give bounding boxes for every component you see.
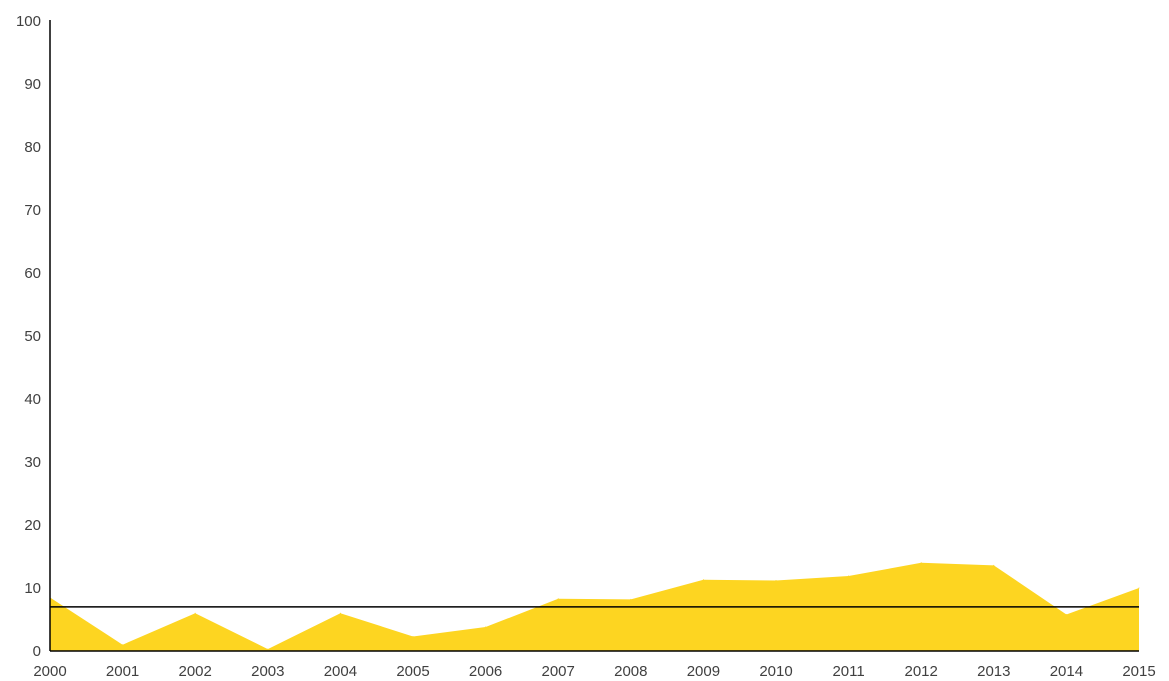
x-tick-label-2015: 2015 xyxy=(1122,663,1155,680)
y-tick-label-30: 30 xyxy=(24,454,41,471)
area-point-2008 xyxy=(630,598,632,600)
x-tick-label-2014: 2014 xyxy=(1050,663,1083,680)
y-tick-label-0: 0 xyxy=(33,643,41,660)
area-point-2003 xyxy=(267,648,269,650)
x-tick-label-2009: 2009 xyxy=(687,663,720,680)
area-point-2013 xyxy=(993,564,995,566)
area-point-2004 xyxy=(339,612,341,614)
area-point-2009 xyxy=(702,579,704,581)
y-tick-label-80: 80 xyxy=(24,139,41,156)
x-tick-label-2011: 2011 xyxy=(832,663,864,680)
area-point-2006 xyxy=(485,626,487,628)
y-tick-label-10: 10 xyxy=(24,580,41,597)
y-tick-label-70: 70 xyxy=(24,202,41,219)
y-tick-label-100: 100 xyxy=(16,13,41,30)
x-tick-label-2001: 2001 xyxy=(106,663,139,680)
area-point-2007 xyxy=(557,598,559,600)
area-point-2002 xyxy=(194,612,196,614)
area-point-2011 xyxy=(848,575,850,577)
y-tick-label-20: 20 xyxy=(24,517,41,534)
x-tick-label-2008: 2008 xyxy=(614,663,647,680)
y-tick-label-90: 90 xyxy=(24,76,41,93)
x-tick-labels: 2000 2001 2002 2003 2004 2005 2006 2007 2008 2009… xyxy=(33,663,1155,680)
x-tick-label-2003: 2003 xyxy=(251,663,284,680)
x-tick-label-2013: 2013 xyxy=(977,663,1010,680)
y-tick-labels: 0 10 20 30 40 50 60 70 80 90 100 xyxy=(16,13,41,660)
area-point-2001 xyxy=(122,644,124,646)
axis-layer xyxy=(49,20,1139,652)
x-tick-label-2012: 2012 xyxy=(905,663,938,680)
area-point-2014 xyxy=(1065,613,1067,615)
x-tick-label-2005: 2005 xyxy=(396,663,429,680)
x-tick-label-2010: 2010 xyxy=(759,663,792,680)
area-point-2005 xyxy=(412,636,414,638)
area-point-2010 xyxy=(775,579,777,581)
area-point-2015 xyxy=(1138,587,1140,589)
x-tick-label-2006: 2006 xyxy=(469,663,502,680)
area-point-2012 xyxy=(920,562,922,564)
x-tick-label-2007: 2007 xyxy=(542,663,575,680)
x-tick-label-2002: 2002 xyxy=(179,663,212,680)
y-tick-label-50: 50 xyxy=(24,328,41,345)
y-tick-label-60: 60 xyxy=(24,265,41,282)
x-tick-label-2000: 2000 xyxy=(33,663,66,680)
y-tick-label-40: 40 xyxy=(24,391,41,408)
x-tick-label-2004: 2004 xyxy=(324,663,357,680)
